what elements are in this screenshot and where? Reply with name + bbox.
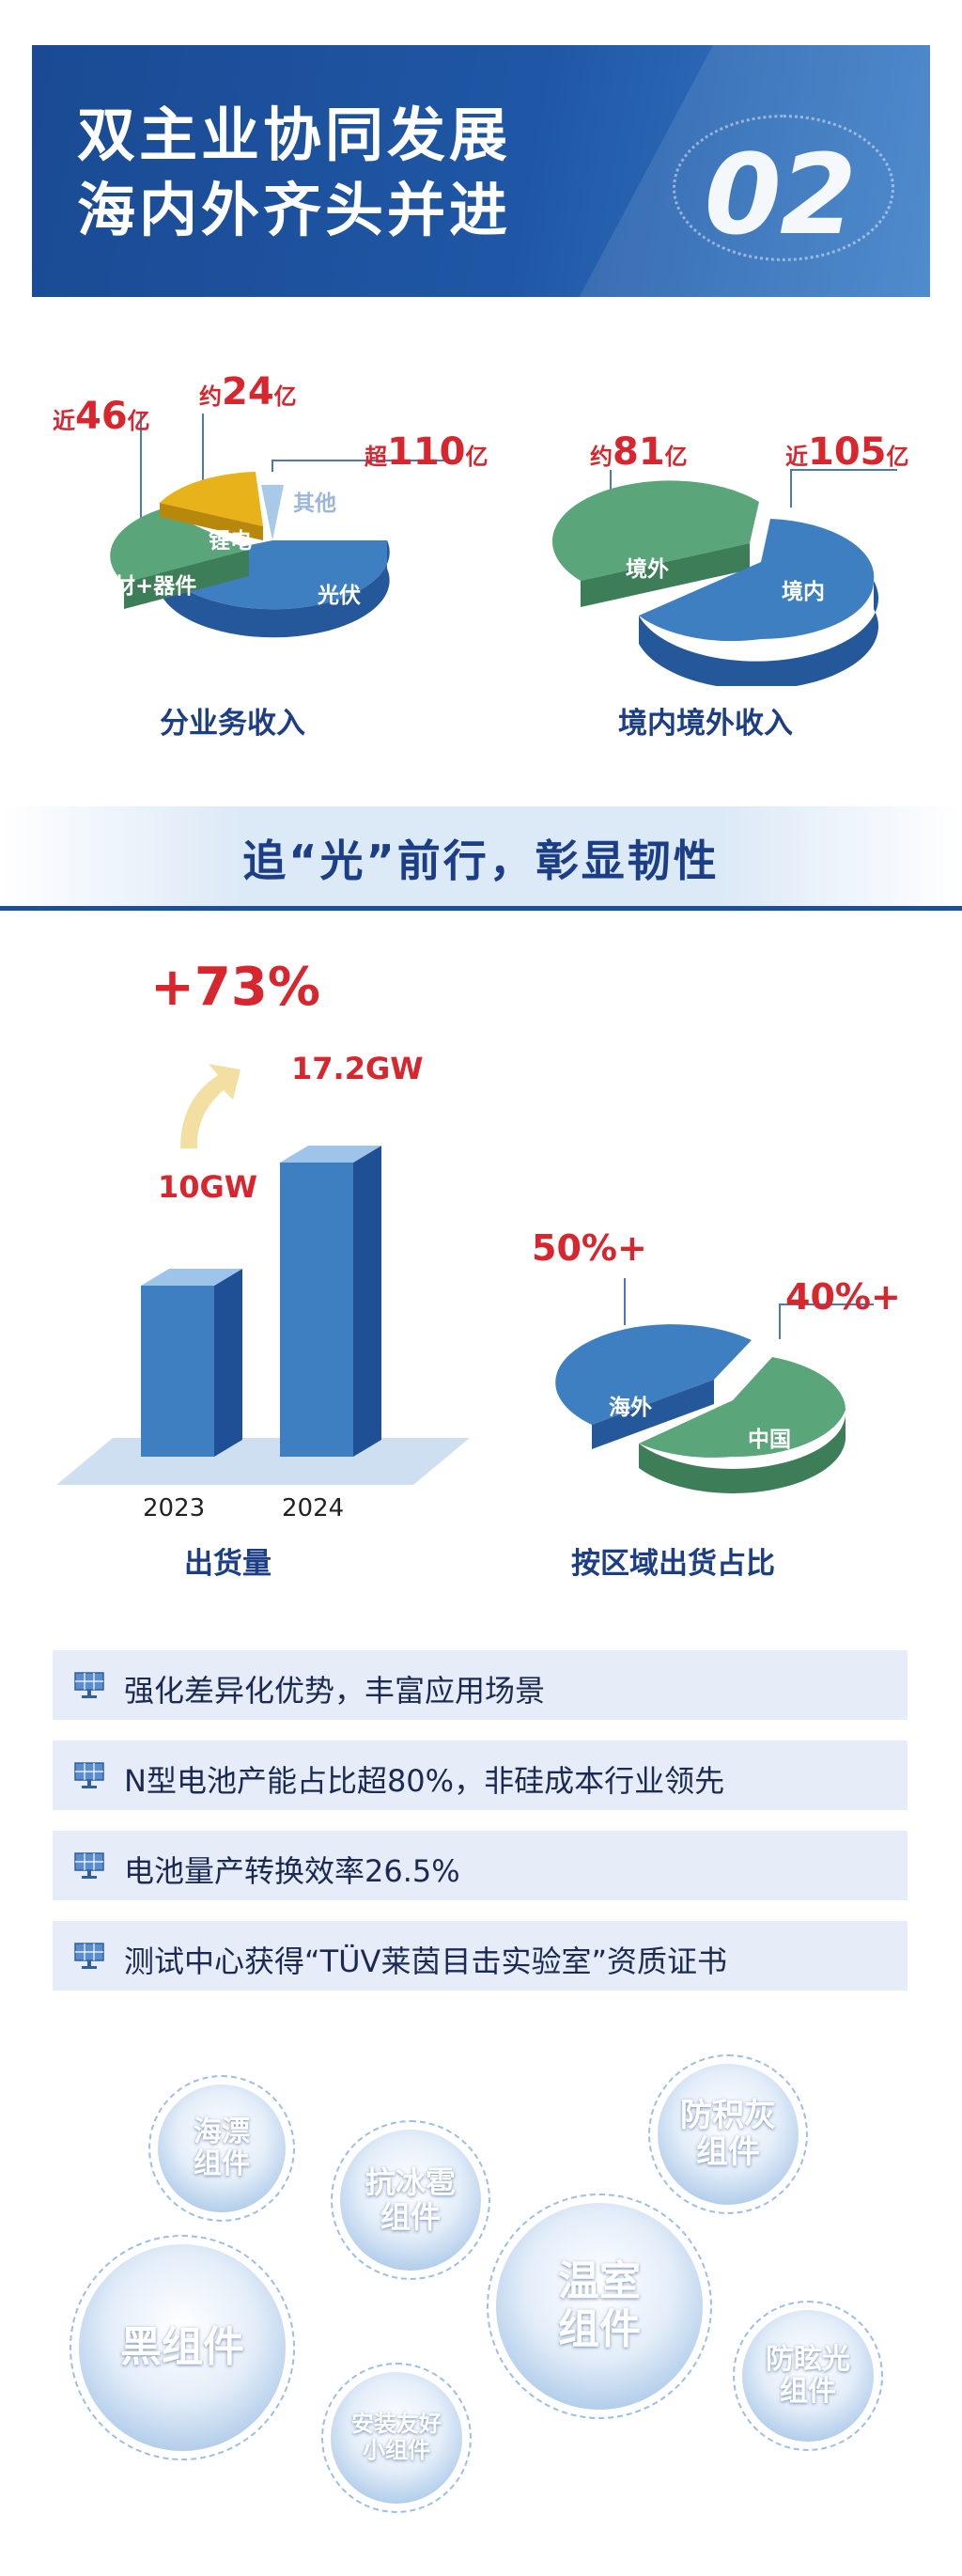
feature-row: N型电池产能占比超80%，非硅成本行业领先 [53,1741,908,1810]
label-jingwai-value: 约81亿 [590,430,688,474]
shipment-bar-chart [56,1064,470,1485]
wedge-label-lidian: 锂电 [209,529,252,554]
wedge-label-jingnei: 境内 [782,580,825,604]
pie-slice-cizai [110,509,250,583]
feature-text: 测试中心获得“TÜV莱茵目击实验室”资质证书 [124,1944,728,1979]
label-zhongguo-value: 40%+ [785,1276,901,1318]
solar-panel-icon [74,1672,104,1698]
header-title-line1: 双主业协同发展 [77,101,512,169]
growth-arrow-icon [180,1064,240,1148]
pie-slice-haiwai [555,1324,752,1425]
wedge-label-haiwai: 海外 [609,1396,652,1420]
product-bubble: 抗冰雹 组件 [331,2120,490,2280]
caption-shipment-region: 按区域出货占比 [571,1547,775,1581]
bar-top-2023 [141,1269,242,1286]
solar-panel-icon [74,1943,104,1969]
region-revenue-pie-chart [551,469,897,686]
bar-top-2024 [280,1145,381,1163]
label-guangfu-value: 超110亿 [365,430,489,474]
product-name: 海漂 组件 [194,2115,250,2180]
bar-chart-floor [56,1438,470,1485]
pie-slice-haiwai-side [592,1380,714,1449]
feature-row: 电池量产转换效率26.5% [53,1831,908,1900]
product-bubble: 防积灰 组件 [648,2054,808,2214]
bar-2024 [280,1162,353,1457]
product-bubble: 海漂 组件 [148,2075,295,2222]
bar-label-2024: 17.2GW [291,1051,424,1086]
section-band [0,806,962,912]
growth-value: +73% [150,957,320,1018]
product-name: 防积灰 组件 [680,2096,776,2171]
pie-slice-zhongguo [639,1357,846,1458]
product-bubble: 安装友好 小组件 [321,2363,472,2513]
solar-panel-icon [74,1762,104,1788]
caption-shipment: 出货量 [184,1547,272,1581]
wedge-label-guangfu: 光伏 [318,584,361,608]
product-bubble: 防眩光 组件 [733,2301,883,2451]
bar-label-2023: 10GW [158,1169,258,1205]
product-bubble: 黑组件 [70,2235,295,2460]
header-ring-decoration [673,115,894,261]
wedge-label-zhongguo: 中国 [748,1428,791,1452]
header-banner: 双主业协同发展 海内外齐头并进 02 [32,45,930,297]
pie-slice-lidian-side [160,503,263,540]
pie-slice-qita [261,484,284,540]
caption-business: 分业务收入 [160,707,305,741]
section-title: 追“光”前行，彰显韧性 [242,835,720,886]
product-bubble: 温室 组件 [487,2194,712,2419]
label-jingnei-value: 近105亿 [785,430,909,474]
feature-row: 强化差异化优势，丰富应用场景 [53,1650,908,1720]
bar-2023 [141,1286,214,1457]
pie-slice-zhongguo-side [639,1410,846,1493]
product-name: 抗冰雹 组件 [365,2164,456,2235]
bar-year-2024: 2024 [282,1494,345,1522]
solar-panel-icon [74,1852,104,1879]
product-name: 温室 组件 [558,2257,641,2353]
label-cizai-value: 近46亿 [53,395,150,438]
label-lidian-value: 约24亿 [199,370,297,414]
pie-slice-lidian [160,472,263,526]
pie-slice-jingwai [551,480,759,581]
product-name: 防眩光 组件 [766,2342,850,2408]
feature-text: 强化差异化优势，丰富应用场景 [124,1673,546,1709]
product-name: 黑组件 [120,2322,244,2371]
pie-slice-cizai-side [124,550,249,609]
shipment-region-pie-chart [555,1278,874,1493]
bar-side-2023 [214,1269,242,1457]
pie-slice-jingnei [639,519,875,642]
caption-region-revenue: 境内境外收入 [618,707,793,741]
section-divider [0,906,962,911]
feature-row: 测试中心获得“TÜV莱茵目击实验室”资质证书 [53,1921,908,1991]
leader-line-jingnei [790,469,897,507]
leader-line-zhongguo [779,1304,874,1339]
bar-side-2024 [353,1145,381,1457]
feature-text: N型电池产能占比超80%，非硅成本行业领先 [124,1763,725,1799]
header-title: 双主业协同发展 海内外齐头并进 [77,98,511,248]
feature-text: 电池量产转换效率26.5% [124,1853,460,1889]
pie-slice-jingnei-side [639,581,879,686]
bars-group [141,1145,381,1457]
label-haiwai-value: 50%+ [532,1227,647,1269]
wedge-label-jingwai: 境外 [626,557,669,582]
leader-line-guangfu [272,460,460,472]
wedge-label-cizai: 磁材+器件 [92,574,197,599]
label-qita: 其他 [293,492,336,516]
product-name: 安装友好 小组件 [351,2411,442,2463]
pie-slice-jingwai-side [581,543,750,607]
business-pie-chart [110,414,460,638]
section-number: 02 [704,130,857,259]
pie-slice-guangfu-side [160,540,390,638]
bar-year-2023: 2023 [143,1494,206,1522]
header-title-line2: 海内外齐头并进 [77,176,512,244]
